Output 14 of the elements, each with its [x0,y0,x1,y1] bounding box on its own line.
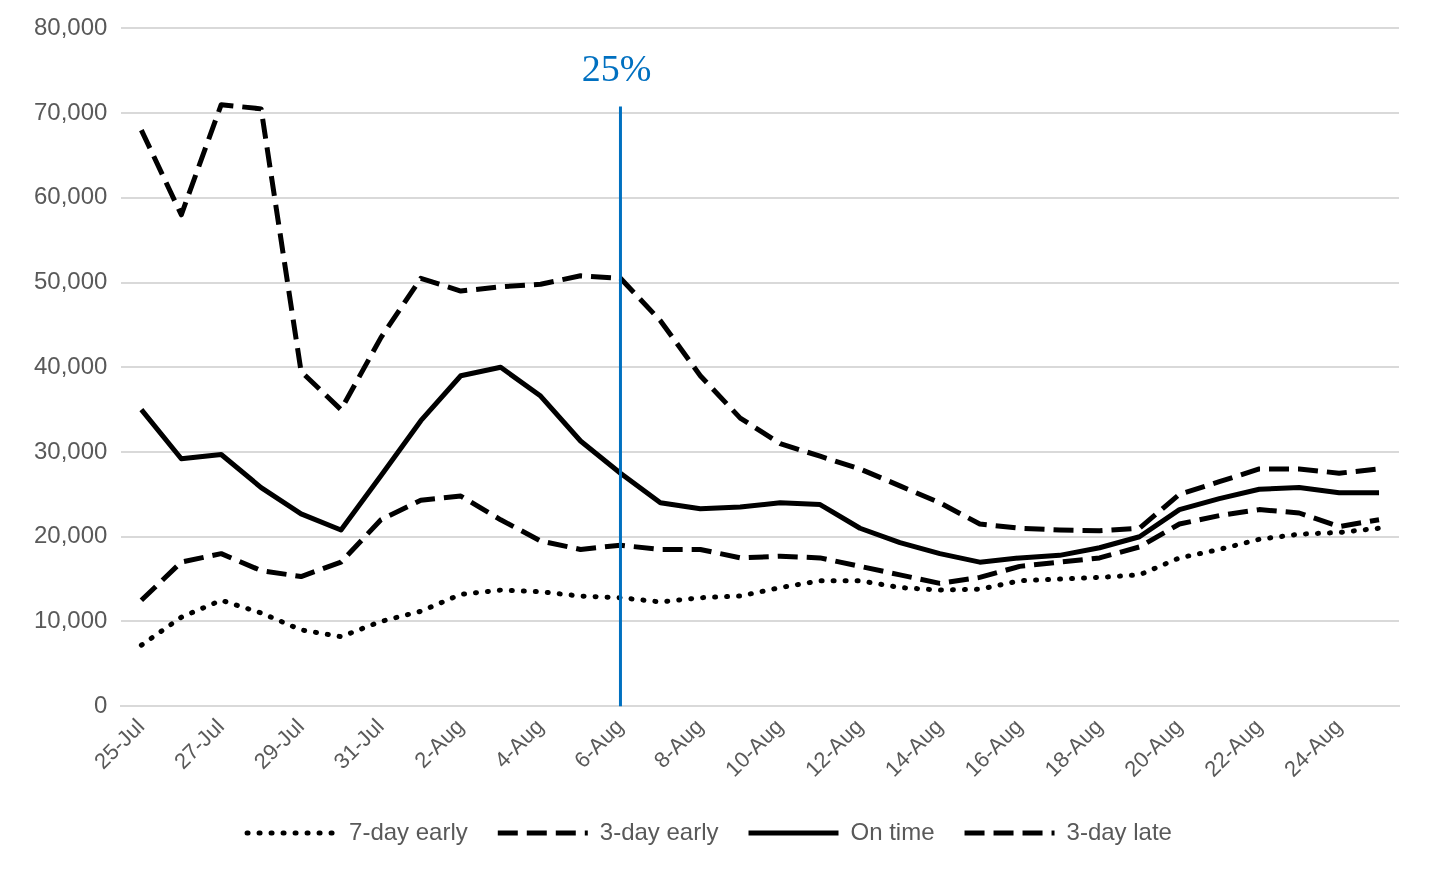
y-tick-label: 10,000 [34,606,108,634]
y-tick-label: 70,000 [34,97,108,125]
legend-label: 3-day early [599,817,719,845]
legend-label: 7-day early [349,817,468,845]
legend-label: On time [850,817,935,845]
y-tick-label: 50,000 [34,267,108,295]
y-tick-label: 40,000 [34,351,108,379]
ref-line-label: 25% [581,47,652,90]
y-tick-label: 60,000 [34,182,108,210]
y-tick-label: 20,000 [34,521,108,549]
y-tick-label: 30,000 [34,436,108,464]
y-tick-label: 80,000 [34,13,108,41]
y-tick-label: 0 [94,690,108,718]
legend-label: 3-day late [1066,817,1172,845]
